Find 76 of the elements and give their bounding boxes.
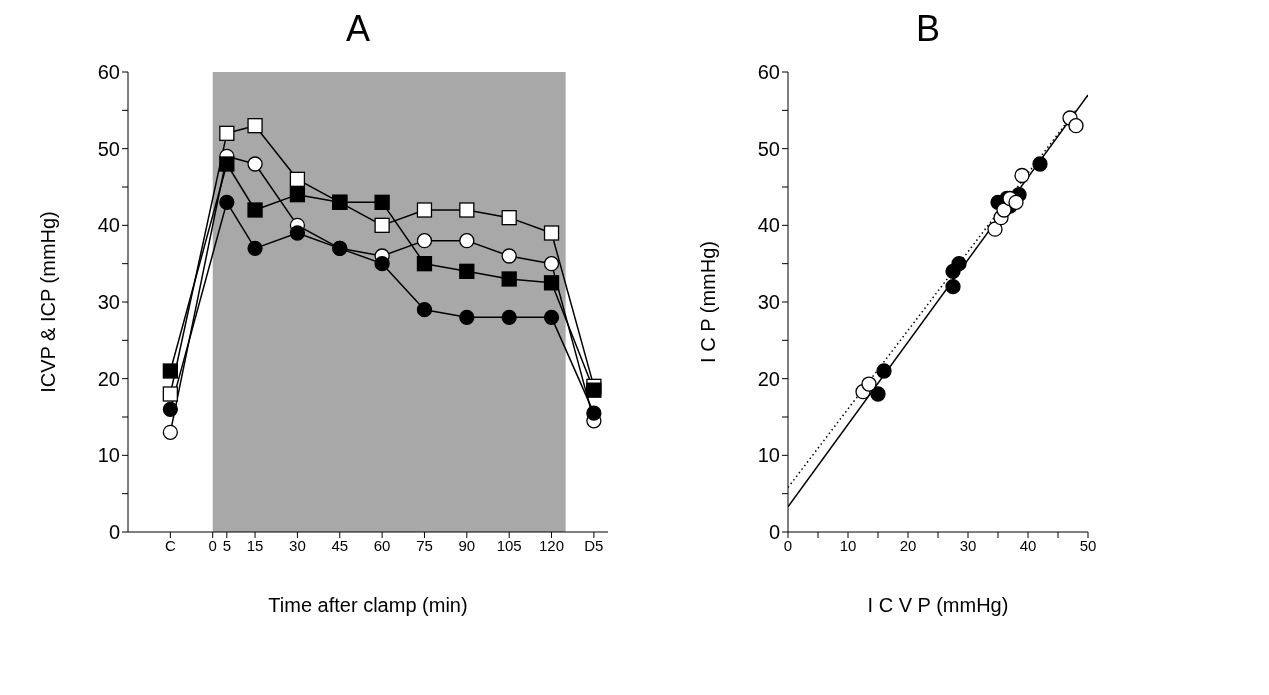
- x-axis-title: I C V P (mmHg): [867, 594, 1009, 616]
- x-tick-label: 20: [899, 536, 917, 554]
- point: [459, 263, 475, 279]
- x-tick-label: 0: [208, 536, 217, 554]
- chart-title: B: [915, 8, 941, 51]
- point: [416, 256, 433, 272]
- point: [219, 125, 235, 141]
- y-tick-label: 60: [97, 61, 120, 84]
- x-tick-label: 0: [783, 536, 793, 554]
- y-tick-label: 30: [757, 291, 780, 314]
- point: [162, 363, 178, 379]
- point: [945, 279, 961, 295]
- x-tick-label: 30: [289, 536, 306, 554]
- point: [501, 309, 517, 325]
- point: [416, 233, 433, 249]
- point: [247, 240, 263, 256]
- point: [501, 210, 517, 226]
- y-tick-label: 50: [757, 137, 780, 160]
- x-tick-label: 60: [373, 536, 391, 554]
- x-tick-label: 120: [539, 536, 565, 554]
- point: [501, 248, 517, 264]
- x-tick-label: 30: [959, 536, 977, 554]
- point: [162, 386, 178, 402]
- point: [459, 309, 475, 325]
- y-tick-label: 30: [97, 291, 120, 314]
- point: [459, 202, 475, 218]
- point: [247, 156, 263, 172]
- x-tick-label: 90: [458, 536, 476, 554]
- point: [870, 386, 886, 402]
- point: [289, 225, 306, 241]
- point: [501, 271, 517, 287]
- x-tick-label: 105: [496, 536, 522, 554]
- point: [247, 118, 263, 134]
- point: [1032, 156, 1048, 172]
- point: [416, 302, 433, 318]
- point: [219, 156, 235, 172]
- point: [416, 202, 433, 218]
- y-tick-label: 60: [757, 61, 780, 84]
- point: [543, 225, 560, 241]
- y-tick-label: 40: [757, 214, 780, 237]
- point: [219, 194, 235, 210]
- x-tick-label: 15: [246, 536, 264, 554]
- point: [459, 233, 475, 249]
- y-tick-label: 20: [97, 367, 120, 390]
- point: [586, 405, 602, 421]
- point: [876, 363, 892, 379]
- y-tick-label: 50: [97, 137, 120, 160]
- x-tick-label: 40: [1019, 536, 1037, 554]
- point: [374, 217, 390, 233]
- x-tick-label: C: [164, 536, 176, 554]
- x-tick-label: D5: [584, 536, 604, 554]
- x-tick-label: 75: [416, 536, 433, 554]
- point: [374, 194, 390, 210]
- y-tick-label: 10: [757, 444, 780, 467]
- point: [543, 275, 560, 291]
- point: [247, 202, 263, 218]
- y-axis-title: I C P (mmHg): [697, 241, 720, 363]
- point: [289, 171, 306, 187]
- x-tick-label: 10: [839, 536, 857, 554]
- point: [951, 256, 967, 272]
- y-tick-label: 10: [97, 444, 120, 467]
- y-tick-label: 40: [97, 214, 120, 237]
- point: [543, 309, 560, 325]
- x-tick-label: 50: [1079, 536, 1097, 554]
- y-tick-label: 20: [757, 367, 780, 390]
- point: [289, 187, 306, 203]
- point: [996, 202, 1012, 218]
- y-axis-title: ICVP & ICP (mmHg): [37, 211, 60, 393]
- point: [162, 401, 178, 417]
- point: [543, 256, 560, 272]
- point: [374, 256, 390, 272]
- chart-title: A: [345, 8, 371, 51]
- x-tick-label: 5: [222, 536, 231, 554]
- x-tick-label: 45: [331, 536, 349, 554]
- point: [586, 382, 602, 398]
- x-axis-title: Time after clamp (min): [268, 594, 468, 616]
